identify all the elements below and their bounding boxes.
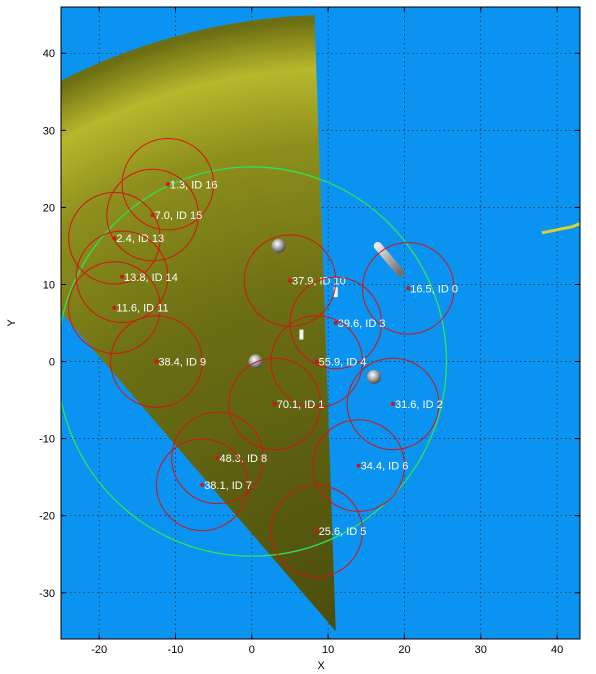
target-8: 48.3, ID 8 bbox=[171, 411, 267, 505]
target-dot bbox=[154, 359, 159, 364]
target-dot bbox=[391, 401, 396, 406]
target-dot bbox=[165, 182, 170, 187]
sphere-object bbox=[271, 238, 286, 253]
y-tick-label: 30 bbox=[43, 125, 55, 137]
sphere-object bbox=[366, 369, 381, 384]
sphere-object bbox=[248, 354, 263, 369]
target-label: 70.1, ID 1 bbox=[277, 399, 325, 411]
x-tick-label: -20 bbox=[91, 644, 107, 656]
y-axis-title: Y bbox=[6, 319, 18, 327]
y-tick-label: -20 bbox=[39, 511, 55, 523]
target-dot bbox=[272, 401, 277, 406]
target-label: 37.9, ID 10 bbox=[292, 276, 346, 288]
target-circle bbox=[68, 191, 161, 285]
target-15: 7.0, ID 15 bbox=[106, 168, 203, 262]
x-tick-label: 30 bbox=[475, 644, 487, 656]
target-dot bbox=[287, 278, 292, 283]
target-circle bbox=[228, 357, 321, 451]
sonar-tip-flare bbox=[541, 222, 580, 235]
target-label: 34.4, ID 6 bbox=[361, 461, 409, 473]
target-circle bbox=[110, 315, 203, 408]
target-label: 7.0, ID 15 bbox=[155, 210, 203, 222]
axis-ticks: -20 -10 0 10 20 30 40 -30 -20 -10 0 10 20 30 40 bbox=[39, 7, 580, 656]
target-dot bbox=[356, 463, 361, 468]
marker-object bbox=[333, 287, 338, 298]
target-9: 38.4, ID 9 bbox=[110, 315, 206, 408]
target-circle bbox=[346, 357, 440, 451]
target-label: 16.5, ID 0 bbox=[410, 283, 458, 295]
x-tick-label: 20 bbox=[398, 644, 410, 656]
y-tick-label: -10 bbox=[39, 434, 55, 446]
target-label: 25.6, ID 5 bbox=[319, 526, 367, 538]
target-1: 70.1, ID 1 bbox=[228, 357, 325, 451]
target-dot bbox=[333, 321, 338, 325]
target-label: 39.6, ID 3 bbox=[338, 318, 386, 330]
target-label: 55.9, ID 4 bbox=[319, 357, 367, 369]
target-label: 1.3, ID 16 bbox=[170, 179, 218, 191]
target-11: 11.6, ID 11 bbox=[68, 261, 169, 354]
target-label: 11.6, ID 11 bbox=[116, 303, 168, 315]
target-label: 48.3, ID 8 bbox=[219, 453, 267, 465]
x-tick-label: 40 bbox=[551, 644, 563, 656]
target-dot bbox=[120, 274, 125, 279]
target-7: 38.1, ID 7 bbox=[155, 438, 252, 532]
target-circle bbox=[155, 438, 249, 532]
target-dot bbox=[200, 482, 205, 487]
target-dot bbox=[112, 236, 117, 241]
target-circle bbox=[361, 242, 455, 335]
target-label: 38.1, ID 7 bbox=[204, 480, 252, 492]
target-3: 39.6, ID 3 bbox=[289, 276, 386, 370]
target-2: 31.6, ID 2 bbox=[346, 357, 443, 451]
x-axis-title: X bbox=[317, 660, 325, 672]
target-dot bbox=[314, 529, 319, 534]
target-dot bbox=[112, 305, 117, 310]
sonar-fan bbox=[61, 15, 336, 632]
target-14: 13.8, ID 14 bbox=[75, 230, 178, 324]
target-circle bbox=[121, 137, 215, 231]
target-circle bbox=[312, 419, 405, 512]
target-circle bbox=[106, 168, 199, 262]
marker-object bbox=[299, 329, 304, 340]
target-dot bbox=[314, 359, 319, 364]
target-6: 34.4, ID 6 bbox=[312, 419, 409, 512]
y-tick-label: 40 bbox=[43, 48, 55, 60]
target-circle bbox=[68, 261, 161, 354]
seafloor-objects bbox=[248, 238, 405, 384]
target-label: 13.8, ID 14 bbox=[124, 272, 178, 284]
target-5: 25.6, ID 5 bbox=[270, 484, 367, 578]
target-circle bbox=[270, 484, 363, 578]
target-dot bbox=[406, 286, 411, 291]
target-circle bbox=[75, 230, 169, 324]
x-tick-label: 10 bbox=[322, 644, 334, 656]
target-0: 16.5, ID 0 bbox=[361, 242, 458, 335]
y-tick-label: 10 bbox=[43, 279, 55, 291]
target-16: 1.3, ID 16 bbox=[121, 137, 218, 231]
target-label: 31.6, ID 2 bbox=[395, 399, 443, 411]
y-tick-label: -30 bbox=[39, 588, 55, 600]
x-tick-label: -10 bbox=[168, 644, 184, 656]
y-tick-label: 0 bbox=[49, 357, 55, 369]
target-label: 38.4, ID 9 bbox=[158, 357, 206, 369]
range-circle bbox=[61, 166, 448, 557]
plot-frame bbox=[60, 6, 581, 640]
target-4: 55.9, ID 4 bbox=[270, 315, 367, 408]
target-circle bbox=[171, 411, 264, 505]
cylinder-object bbox=[373, 241, 405, 277]
target-dot bbox=[215, 455, 220, 460]
y-tick-label: 20 bbox=[43, 202, 55, 214]
target-circle bbox=[270, 315, 363, 408]
x-tick-label: 0 bbox=[249, 644, 255, 656]
target-circle bbox=[289, 276, 383, 370]
